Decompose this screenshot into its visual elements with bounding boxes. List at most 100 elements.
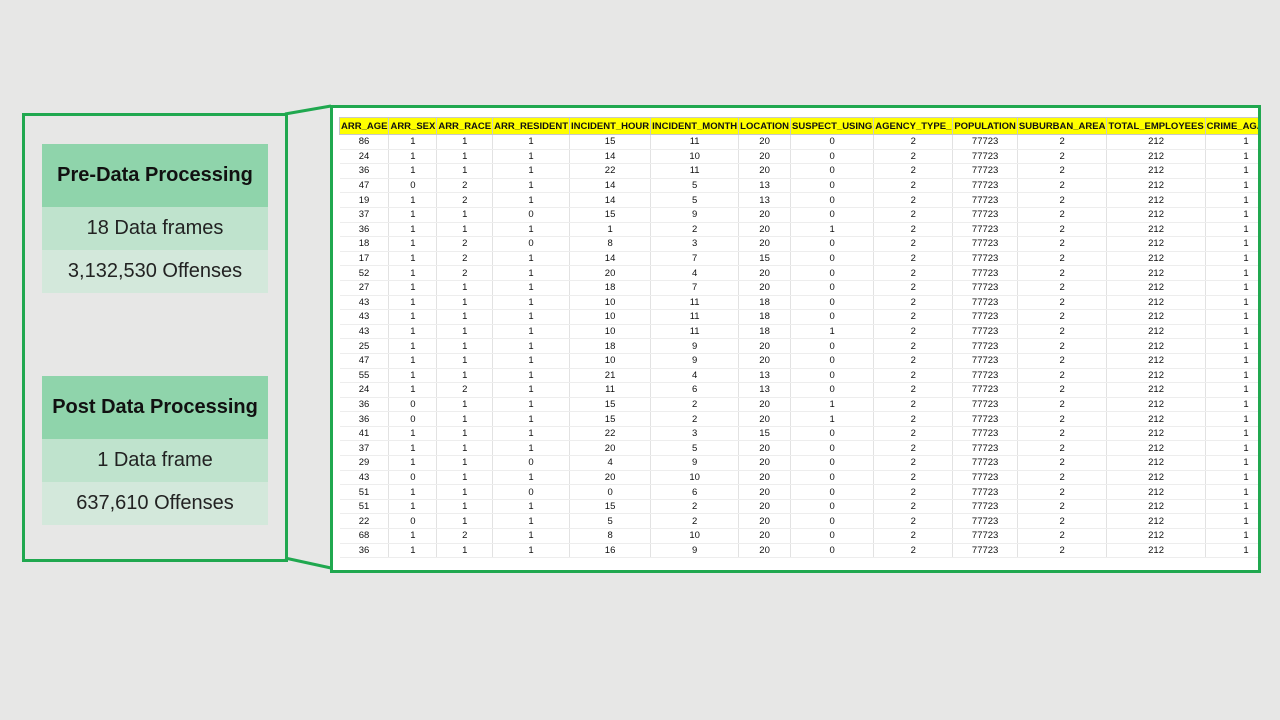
data-table: ARR_AGE ARR_SEX ARR_RACE ARR_RESIDENT INCIDE… <box>338 117 1258 559</box>
table-cell: 9 <box>650 207 740 223</box>
table-cell: 0 <box>790 280 875 296</box>
table-cell: 0 <box>388 411 438 427</box>
table-cell: 1 <box>492 280 571 296</box>
table-cell: 1 <box>388 134 438 150</box>
table-cell: 13 <box>738 192 792 208</box>
table-cell: 1 <box>1205 265 1258 281</box>
table-row: 43 0 1 1 20 10 20 0 2 77723 2 212 1 <box>339 470 1258 486</box>
table-cell: 18 <box>569 338 652 354</box>
table-cell: 2 <box>436 528 494 544</box>
table-row: 68 1 2 1 8 10 20 0 2 77723 2 212 1 <box>339 528 1258 544</box>
table-cell: 2 <box>1017 382 1108 398</box>
table-cell: 2 <box>1017 324 1108 340</box>
pre-processing-title: Pre-Data Processing <box>42 144 268 207</box>
table-cell: 15 <box>738 251 792 267</box>
table-cell: 11 <box>650 309 740 325</box>
table-cell: 2 <box>873 470 954 486</box>
table-cell: 1 <box>1205 222 1258 238</box>
table-cell: 1 <box>436 163 494 179</box>
table-row: 36 1 1 1 16 9 20 0 2 77723 2 212 1 <box>339 543 1258 559</box>
table-cell: 0 <box>388 397 438 413</box>
table-cell: 7 <box>650 280 740 296</box>
table-cell: 20 <box>738 484 792 500</box>
table-cell: 0 <box>492 236 571 252</box>
table-cell: 20 <box>738 411 792 427</box>
table-cell: 2 <box>1017 295 1108 311</box>
table-cell: 22 <box>339 513 390 530</box>
table-cell: 1 <box>436 426 494 442</box>
table-cell: 1 <box>436 134 494 150</box>
processing-summary-box: Pre-Data Processing 18 Data frames 3,132… <box>22 113 288 562</box>
table-cell: 1 <box>1205 382 1258 398</box>
post-processing-title: Post Data Processing <box>42 376 268 439</box>
table-cell: 77723 <box>952 236 1018 252</box>
table-cell: 212 <box>1106 134 1206 150</box>
table-cell: 0 <box>388 470 438 486</box>
table-cell: 1 <box>1205 149 1258 165</box>
table-cell: 2 <box>1017 251 1108 267</box>
column-header: TOTAL_EMPLOYEES <box>1106 117 1206 135</box>
table-cell: 212 <box>1106 192 1206 208</box>
table-cell: 0 <box>790 543 875 559</box>
table-cell: 77723 <box>952 368 1018 384</box>
table-cell: 20 <box>738 528 792 544</box>
table-cell: 77723 <box>952 426 1018 442</box>
table-cell: 0 <box>790 455 875 471</box>
table-cell: 212 <box>1106 338 1206 354</box>
table-row: 24 1 2 1 11 6 13 0 2 77723 2 212 1 <box>339 382 1258 398</box>
table-cell: 10 <box>650 470 740 486</box>
table-cell: 2 <box>436 178 494 194</box>
table-cell: 77723 <box>952 280 1018 296</box>
table-cell: 0 <box>790 309 875 325</box>
table-cell: 2 <box>650 222 740 238</box>
table-cell: 20 <box>738 338 792 354</box>
table-cell: 1 <box>388 222 438 238</box>
table-cell: 2 <box>1017 149 1108 165</box>
table-cell: 2 <box>873 397 954 413</box>
table-cell: 8 <box>569 528 652 544</box>
table-cell: 2 <box>873 455 954 471</box>
table-cell: 1 <box>436 455 494 471</box>
table-cell: 0 <box>790 251 875 267</box>
table-cell: 1 <box>492 382 571 398</box>
table-cell: 1 <box>388 338 438 354</box>
table-cell: 212 <box>1106 280 1206 296</box>
table-cell: 212 <box>1106 309 1206 325</box>
table-cell: 2 <box>1017 397 1108 413</box>
table-cell: 36 <box>339 222 390 238</box>
column-header: CRIME_AGAINST <box>1204 117 1258 135</box>
table-cell: 212 <box>1106 324 1206 340</box>
table-cell: 1 <box>388 382 438 398</box>
table-cell: 51 <box>339 484 390 500</box>
table-cell: 1 <box>436 309 494 325</box>
spreadsheet-preview: ARR_AGE ARR_SEX ARR_RACE ARR_RESIDENT INCIDE… <box>330 105 1261 573</box>
table-cell: 1 <box>492 149 571 165</box>
table-cell: 1 <box>492 528 571 544</box>
table-cell: 1 <box>388 353 438 369</box>
table-cell: 1 <box>436 295 494 311</box>
table-cell: 1 <box>1205 528 1258 544</box>
table-cell: 2 <box>873 338 954 354</box>
table-cell: 18 <box>738 295 792 311</box>
table-cell: 212 <box>1106 513 1206 530</box>
table-cell: 0 <box>492 207 571 223</box>
table-cell: 2 <box>1017 543 1108 559</box>
table-row: 24 1 1 1 14 10 20 0 2 77723 2 212 1 <box>339 149 1258 165</box>
table-cell: 212 <box>1106 265 1206 281</box>
table-cell: 77723 <box>952 484 1018 500</box>
table-cell: 2 <box>873 192 954 208</box>
table-row: 37 1 1 0 15 9 20 0 2 77723 2 212 1 <box>339 207 1258 223</box>
table-cell: 1 <box>492 440 571 457</box>
table-cell: 77723 <box>952 207 1018 223</box>
table-cell: 1 <box>388 499 438 515</box>
table-cell: 1 <box>492 222 571 238</box>
table-row: 36 0 1 1 15 2 20 1 2 77723 2 212 1 <box>339 397 1258 413</box>
table-cell: 77723 <box>952 222 1018 238</box>
table-cell: 8 <box>569 236 652 252</box>
table-cell: 1 <box>388 440 438 457</box>
table-cell: 0 <box>790 163 875 179</box>
table-cell: 2 <box>1017 353 1108 369</box>
table-cell: 77723 <box>952 411 1018 427</box>
table-cell: 5 <box>569 513 652 530</box>
table-cell: 20 <box>738 499 792 515</box>
